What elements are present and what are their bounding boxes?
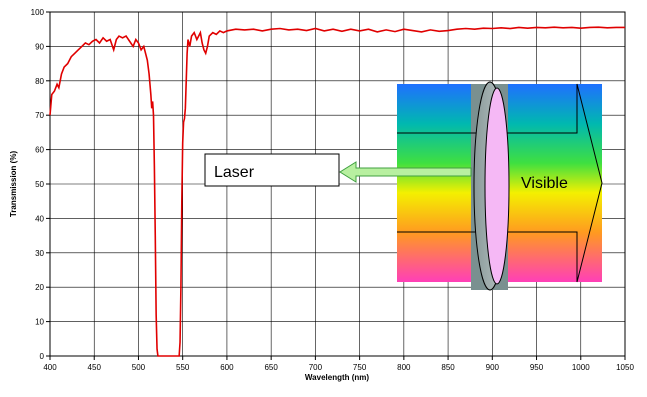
visible-arrow-shape bbox=[397, 83, 603, 283]
x-tick-label: 650 bbox=[264, 363, 278, 372]
x-tick-label: 800 bbox=[397, 363, 411, 372]
y-tick-label: 10 bbox=[35, 318, 44, 327]
y-tick-label: 60 bbox=[35, 146, 44, 155]
x-tick-label: 950 bbox=[530, 363, 544, 372]
y-tick-label: 30 bbox=[35, 249, 44, 258]
filter-lens-face bbox=[484, 87, 510, 285]
y-axis-ticks: 0 10 20 30 40 50 60 70 80 90 100 bbox=[31, 8, 50, 361]
x-tick-label: 1050 bbox=[616, 363, 634, 372]
x-tick-label: 500 bbox=[132, 363, 146, 372]
y-tick-label: 0 bbox=[40, 352, 45, 361]
laser-arrow bbox=[339, 161, 472, 183]
y-tick-label: 40 bbox=[35, 214, 44, 223]
x-tick-label: 600 bbox=[220, 363, 234, 372]
filter-illustration: Laser Visible bbox=[204, 81, 603, 291]
x-tick-label: 900 bbox=[486, 363, 500, 372]
y-tick-label: 20 bbox=[35, 283, 44, 292]
y-tick-label: 70 bbox=[35, 111, 44, 120]
transmission-series-line bbox=[49, 26, 625, 357]
y-tick-label: 50 bbox=[35, 180, 44, 189]
y-tick-label: 90 bbox=[35, 42, 44, 51]
y-tick-label: 100 bbox=[31, 8, 45, 17]
visible-label: Visible bbox=[521, 175, 568, 192]
x-axis-title: Wavelength (nm) bbox=[305, 373, 369, 382]
y-axis-title: Transmission (%) bbox=[9, 151, 18, 218]
x-tick-label: 700 bbox=[309, 363, 323, 372]
x-tick-label: 400 bbox=[43, 363, 57, 372]
x-tick-label: 550 bbox=[176, 363, 190, 372]
x-tick-label: 750 bbox=[353, 363, 367, 372]
y-tick-label: 80 bbox=[35, 77, 44, 86]
laser-label: Laser bbox=[214, 164, 255, 181]
x-axis-ticks: 400 450 500 550 600 650 700 750 800 850 900 950 1000… bbox=[43, 356, 634, 372]
x-tick-label: 850 bbox=[441, 363, 455, 372]
x-tick-label: 450 bbox=[88, 363, 102, 372]
x-tick-label: 1000 bbox=[572, 363, 590, 372]
laser-label-box bbox=[204, 153, 340, 187]
